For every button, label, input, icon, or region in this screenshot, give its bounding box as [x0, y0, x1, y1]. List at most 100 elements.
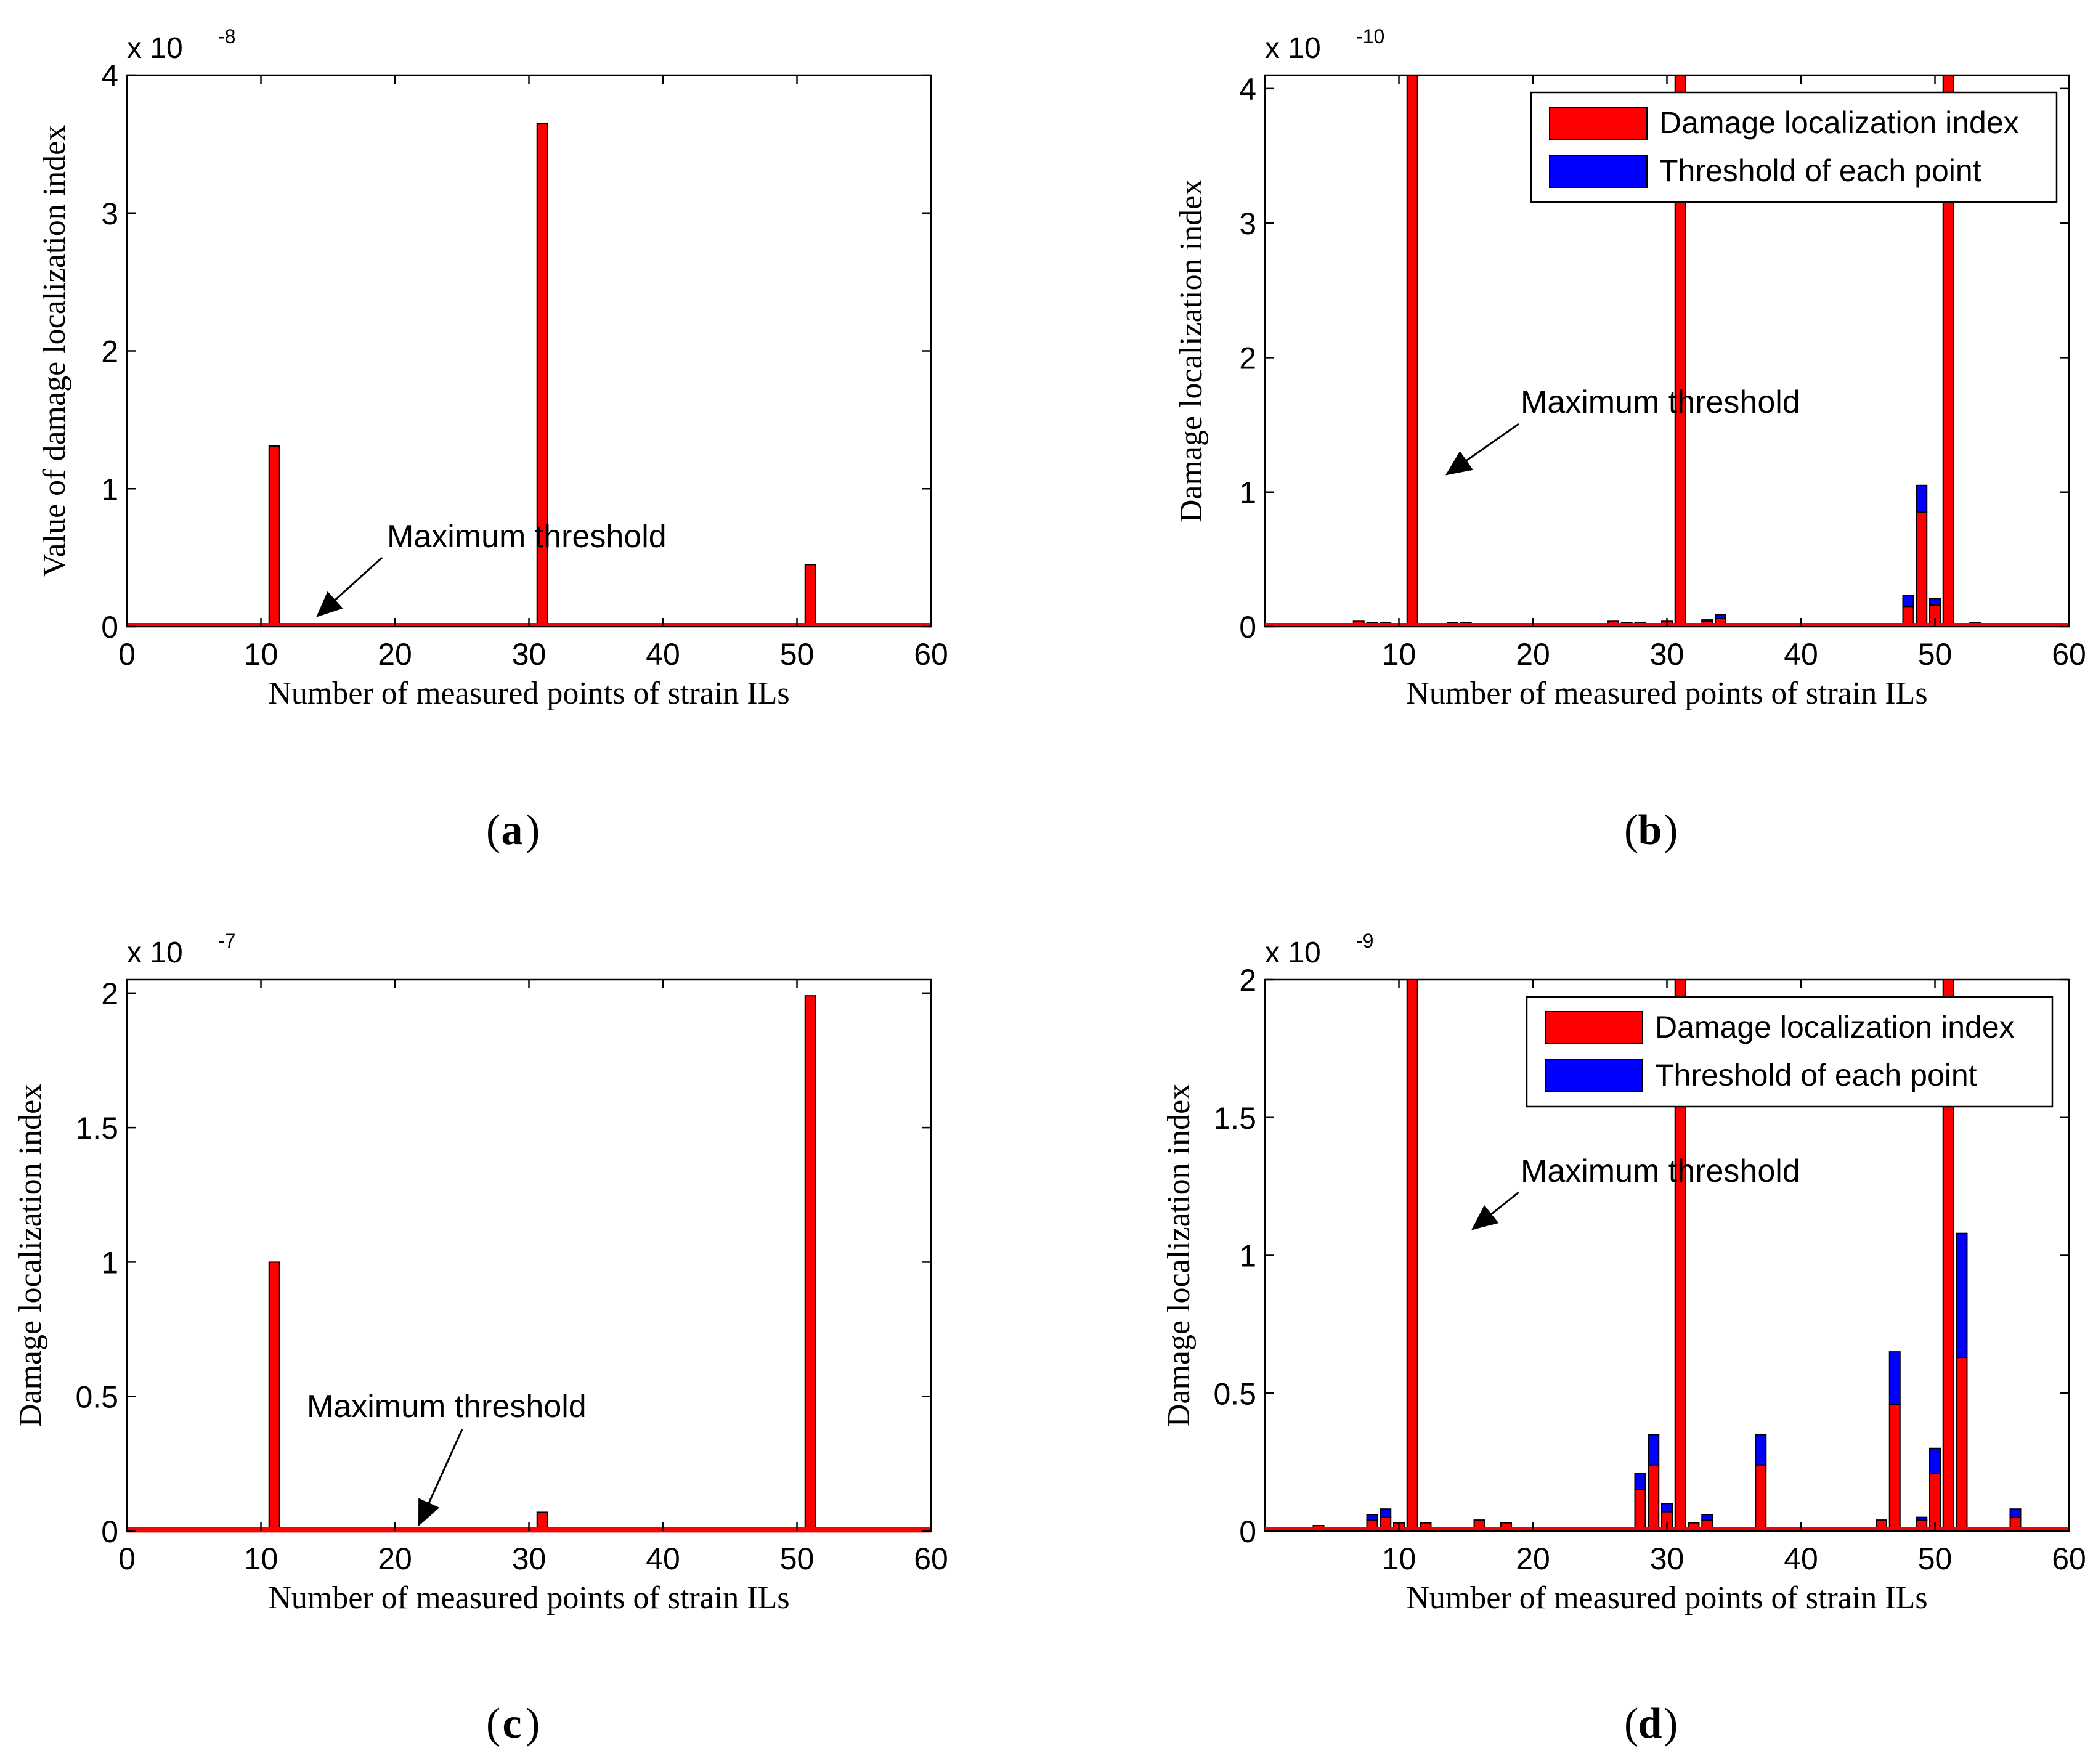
legend: Damage localization index Threshold of ea…: [1530, 91, 2058, 203]
caption-close-paren: ): [1664, 1700, 1678, 1747]
arrowhead-icon: [316, 591, 343, 617]
x-axis-label: Number of measured points of strain ILs: [268, 1580, 789, 1616]
y-tick-label: 0.5: [75, 1380, 118, 1415]
y-exponent-power: -7: [218, 930, 235, 952]
damage-bar: [804, 564, 816, 627]
x-tick-label: 60: [2052, 1542, 2086, 1576]
y-tick-label: 2: [1239, 341, 1256, 375]
y-exponent: x 10: [127, 32, 183, 65]
caption-open-paren: (: [486, 1700, 500, 1747]
legend-label: Damage localization index: [1659, 105, 2019, 140]
annotation-label: Maximum threshold: [1521, 1153, 1800, 1189]
threshold-bar: [1701, 619, 1713, 622]
y-tick-label: 0: [1239, 610, 1256, 644]
damage-bar: [1888, 1404, 1901, 1532]
x-tick-label: 0: [118, 637, 136, 672]
threshold-bar: [1888, 1351, 1901, 1405]
legend-swatch: [1545, 1059, 1643, 1092]
threshold-bar: [1929, 1447, 1941, 1474]
y-exponent-power: -8: [218, 25, 235, 47]
y-tick-label: 0: [101, 610, 118, 644]
y-exponent: x 10: [1265, 937, 1321, 969]
arrowhead-icon: [1445, 451, 1473, 476]
caption-letter: a: [502, 807, 523, 854]
annotation-label: Maximum threshold: [387, 519, 667, 555]
threshold-bar: [1661, 1503, 1673, 1513]
y-tick-label: 2: [101, 977, 118, 1011]
threshold-bar: [1929, 598, 1941, 606]
x-tick-label: 20: [378, 637, 412, 672]
y-tick-label: 1.5: [75, 1111, 118, 1145]
plot-frame: [126, 978, 932, 1532]
y-tick-label: 1: [101, 1245, 118, 1280]
y-tick-label: 2: [101, 335, 118, 369]
chart-panel-c: 0 10 20 30 40 50 60 0 0.5 1 1.5 2 x 10 -7 Number of me…: [13, 930, 948, 1747]
damage-bar: [1406, 979, 1418, 1532]
damage-bar: [1755, 1464, 1767, 1532]
caption-close-paren: ): [526, 1700, 540, 1747]
damage-bar: [1956, 1357, 1968, 1532]
y-tick-label: 4: [1239, 72, 1256, 107]
arrowhead-icon: [1471, 1205, 1499, 1230]
x-tick-label: 0: [118, 1542, 136, 1576]
damage-bar: [1648, 1464, 1660, 1532]
threshold-bar: [1380, 1508, 1392, 1518]
threshold-bar: [1916, 484, 1928, 513]
caption-open-paren: (: [1624, 807, 1638, 854]
x-tick-label: 30: [512, 637, 547, 672]
caption-open-paren: (: [486, 807, 500, 854]
x-tick-label: 50: [1918, 637, 1953, 672]
y-tick-label: 4: [101, 59, 118, 93]
threshold-bar: [1755, 1434, 1767, 1466]
y-axis-label: Value of damage localization index: [37, 125, 72, 577]
x-tick-label: 40: [646, 637, 680, 672]
y-exponent: x 10: [1265, 32, 1321, 65]
y-tick-label: 0: [1239, 1514, 1256, 1549]
legend-label: Threshold of each point: [1659, 153, 1981, 188]
legend-swatch: [1549, 107, 1648, 140]
chart-panel-d: 10 20 30 40 50 60 0 0.5 1 1.5 2 x 10 -9 Number of mea…: [1161, 930, 2086, 1747]
x-tick-label: 50: [780, 637, 815, 672]
damage-bar: [268, 445, 280, 627]
threshold-bar: [1701, 1514, 1713, 1521]
x-tick-label: 40: [1784, 1542, 1818, 1576]
damage-bar: [1634, 1489, 1646, 1532]
caption-close-paren: ): [1664, 807, 1678, 854]
y-tick-label: 3: [1239, 206, 1256, 241]
y-tick-label: 1: [101, 472, 118, 506]
caption-open-paren: (: [1624, 1700, 1638, 1747]
x-tick-label: 60: [2052, 637, 2086, 672]
threshold-bar: [1916, 1516, 1928, 1521]
y-exponent-power: -10: [1356, 25, 1384, 47]
x-tick-label: 50: [780, 1542, 815, 1576]
threshold-bar: [1956, 1232, 1968, 1359]
x-axis-label: Number of measured points of strain ILs: [1406, 676, 1927, 711]
y-axis-label: Damage localization index: [1174, 179, 1209, 522]
y-tick-label: 1: [1239, 1239, 1256, 1274]
plot-frame: [126, 74, 932, 628]
legend-label: Damage localization index: [1655, 1010, 2015, 1044]
x-tick-label: 30: [1650, 637, 1685, 672]
threshold-bar: [1648, 1434, 1660, 1466]
annotation-label: Maximum threshold: [1521, 384, 1800, 420]
threshold-bar: [1715, 614, 1726, 619]
x-tick-label: 30: [512, 1542, 547, 1576]
damage-bar: [268, 1261, 280, 1532]
threshold-bar: [1634, 1473, 1646, 1490]
caption-letter: d: [1638, 1700, 1662, 1747]
x-tick-label: 20: [1516, 637, 1550, 672]
x-tick-label: 50: [1918, 1542, 1953, 1576]
y-tick-label: 0.5: [1213, 1376, 1256, 1411]
legend-swatch: [1545, 1011, 1643, 1044]
x-tick-label: 20: [378, 1542, 412, 1576]
x-axis-label: Number of measured points of strain ILs: [268, 676, 789, 711]
damage-bar: [1929, 1473, 1941, 1532]
x-tick-label: 40: [646, 1542, 680, 1576]
y-tick-label: 3: [101, 197, 118, 231]
damage-bar: [804, 995, 816, 1532]
chart-panel-a: 0 10 20 30 40 50 60 0 1 2 3 4 x 10 -8 Number of measur…: [37, 25, 948, 854]
damage-bar: [1406, 75, 1418, 627]
y-tick-label: 0: [101, 1514, 118, 1549]
chart-panel-b: 10 20 30 40 50 60 0 1 2 3 4 x 10 -10 Number of measur…: [1174, 25, 2086, 854]
